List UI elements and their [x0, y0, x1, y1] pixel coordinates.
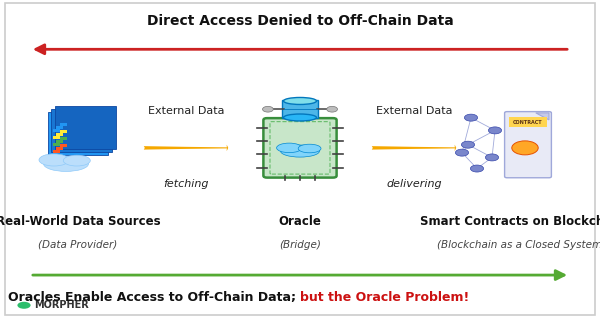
FancyBboxPatch shape	[60, 130, 67, 133]
Text: MORPHER: MORPHER	[34, 300, 89, 310]
FancyBboxPatch shape	[509, 117, 547, 127]
FancyBboxPatch shape	[60, 144, 67, 147]
FancyBboxPatch shape	[56, 126, 64, 129]
Circle shape	[263, 106, 273, 112]
Text: fetching: fetching	[163, 179, 209, 190]
Text: Direct Access Denied to Off-Chain Data: Direct Access Denied to Off-Chain Data	[146, 14, 454, 28]
Text: (Data Provider): (Data Provider)	[38, 240, 118, 250]
Circle shape	[485, 154, 499, 161]
Ellipse shape	[281, 145, 320, 157]
Text: but the Oracle Problem!: but the Oracle Problem!	[300, 291, 469, 304]
Circle shape	[470, 165, 484, 172]
Ellipse shape	[44, 156, 89, 171]
FancyBboxPatch shape	[52, 109, 112, 152]
FancyBboxPatch shape	[263, 118, 337, 177]
Ellipse shape	[277, 143, 302, 153]
Text: (Blockchain as a Closed System): (Blockchain as a Closed System)	[437, 240, 600, 250]
Text: CONTRACT: CONTRACT	[513, 120, 543, 125]
Text: Smart Contracts on Blockchain: Smart Contracts on Blockchain	[419, 215, 600, 227]
FancyBboxPatch shape	[48, 112, 108, 155]
Text: delivering: delivering	[386, 179, 442, 190]
FancyBboxPatch shape	[505, 112, 551, 178]
FancyBboxPatch shape	[53, 150, 60, 153]
FancyBboxPatch shape	[56, 147, 64, 150]
Text: Oracles Enable Access to Off-Chain Data;: Oracles Enable Access to Off-Chain Data;	[8, 291, 300, 304]
Text: Real-World Data Sources: Real-World Data Sources	[0, 215, 160, 227]
Circle shape	[327, 106, 337, 112]
FancyBboxPatch shape	[56, 140, 64, 143]
Ellipse shape	[64, 155, 90, 166]
Ellipse shape	[284, 114, 317, 121]
Circle shape	[488, 127, 502, 134]
Circle shape	[464, 114, 478, 121]
Text: Oracle: Oracle	[278, 215, 322, 227]
Circle shape	[512, 141, 538, 155]
FancyBboxPatch shape	[283, 100, 318, 118]
FancyBboxPatch shape	[60, 137, 67, 140]
FancyBboxPatch shape	[55, 106, 115, 149]
FancyBboxPatch shape	[53, 143, 60, 146]
Ellipse shape	[284, 97, 317, 104]
Text: External Data: External Data	[148, 106, 224, 116]
Polygon shape	[536, 113, 549, 120]
FancyBboxPatch shape	[53, 136, 60, 139]
FancyBboxPatch shape	[56, 133, 64, 136]
Ellipse shape	[39, 154, 69, 166]
FancyBboxPatch shape	[53, 129, 60, 132]
Text: (Bridge): (Bridge)	[279, 240, 321, 250]
Text: External Data: External Data	[376, 106, 452, 116]
FancyBboxPatch shape	[60, 123, 67, 126]
Circle shape	[461, 141, 475, 148]
Circle shape	[455, 149, 469, 156]
Ellipse shape	[298, 144, 321, 153]
Circle shape	[17, 302, 31, 309]
